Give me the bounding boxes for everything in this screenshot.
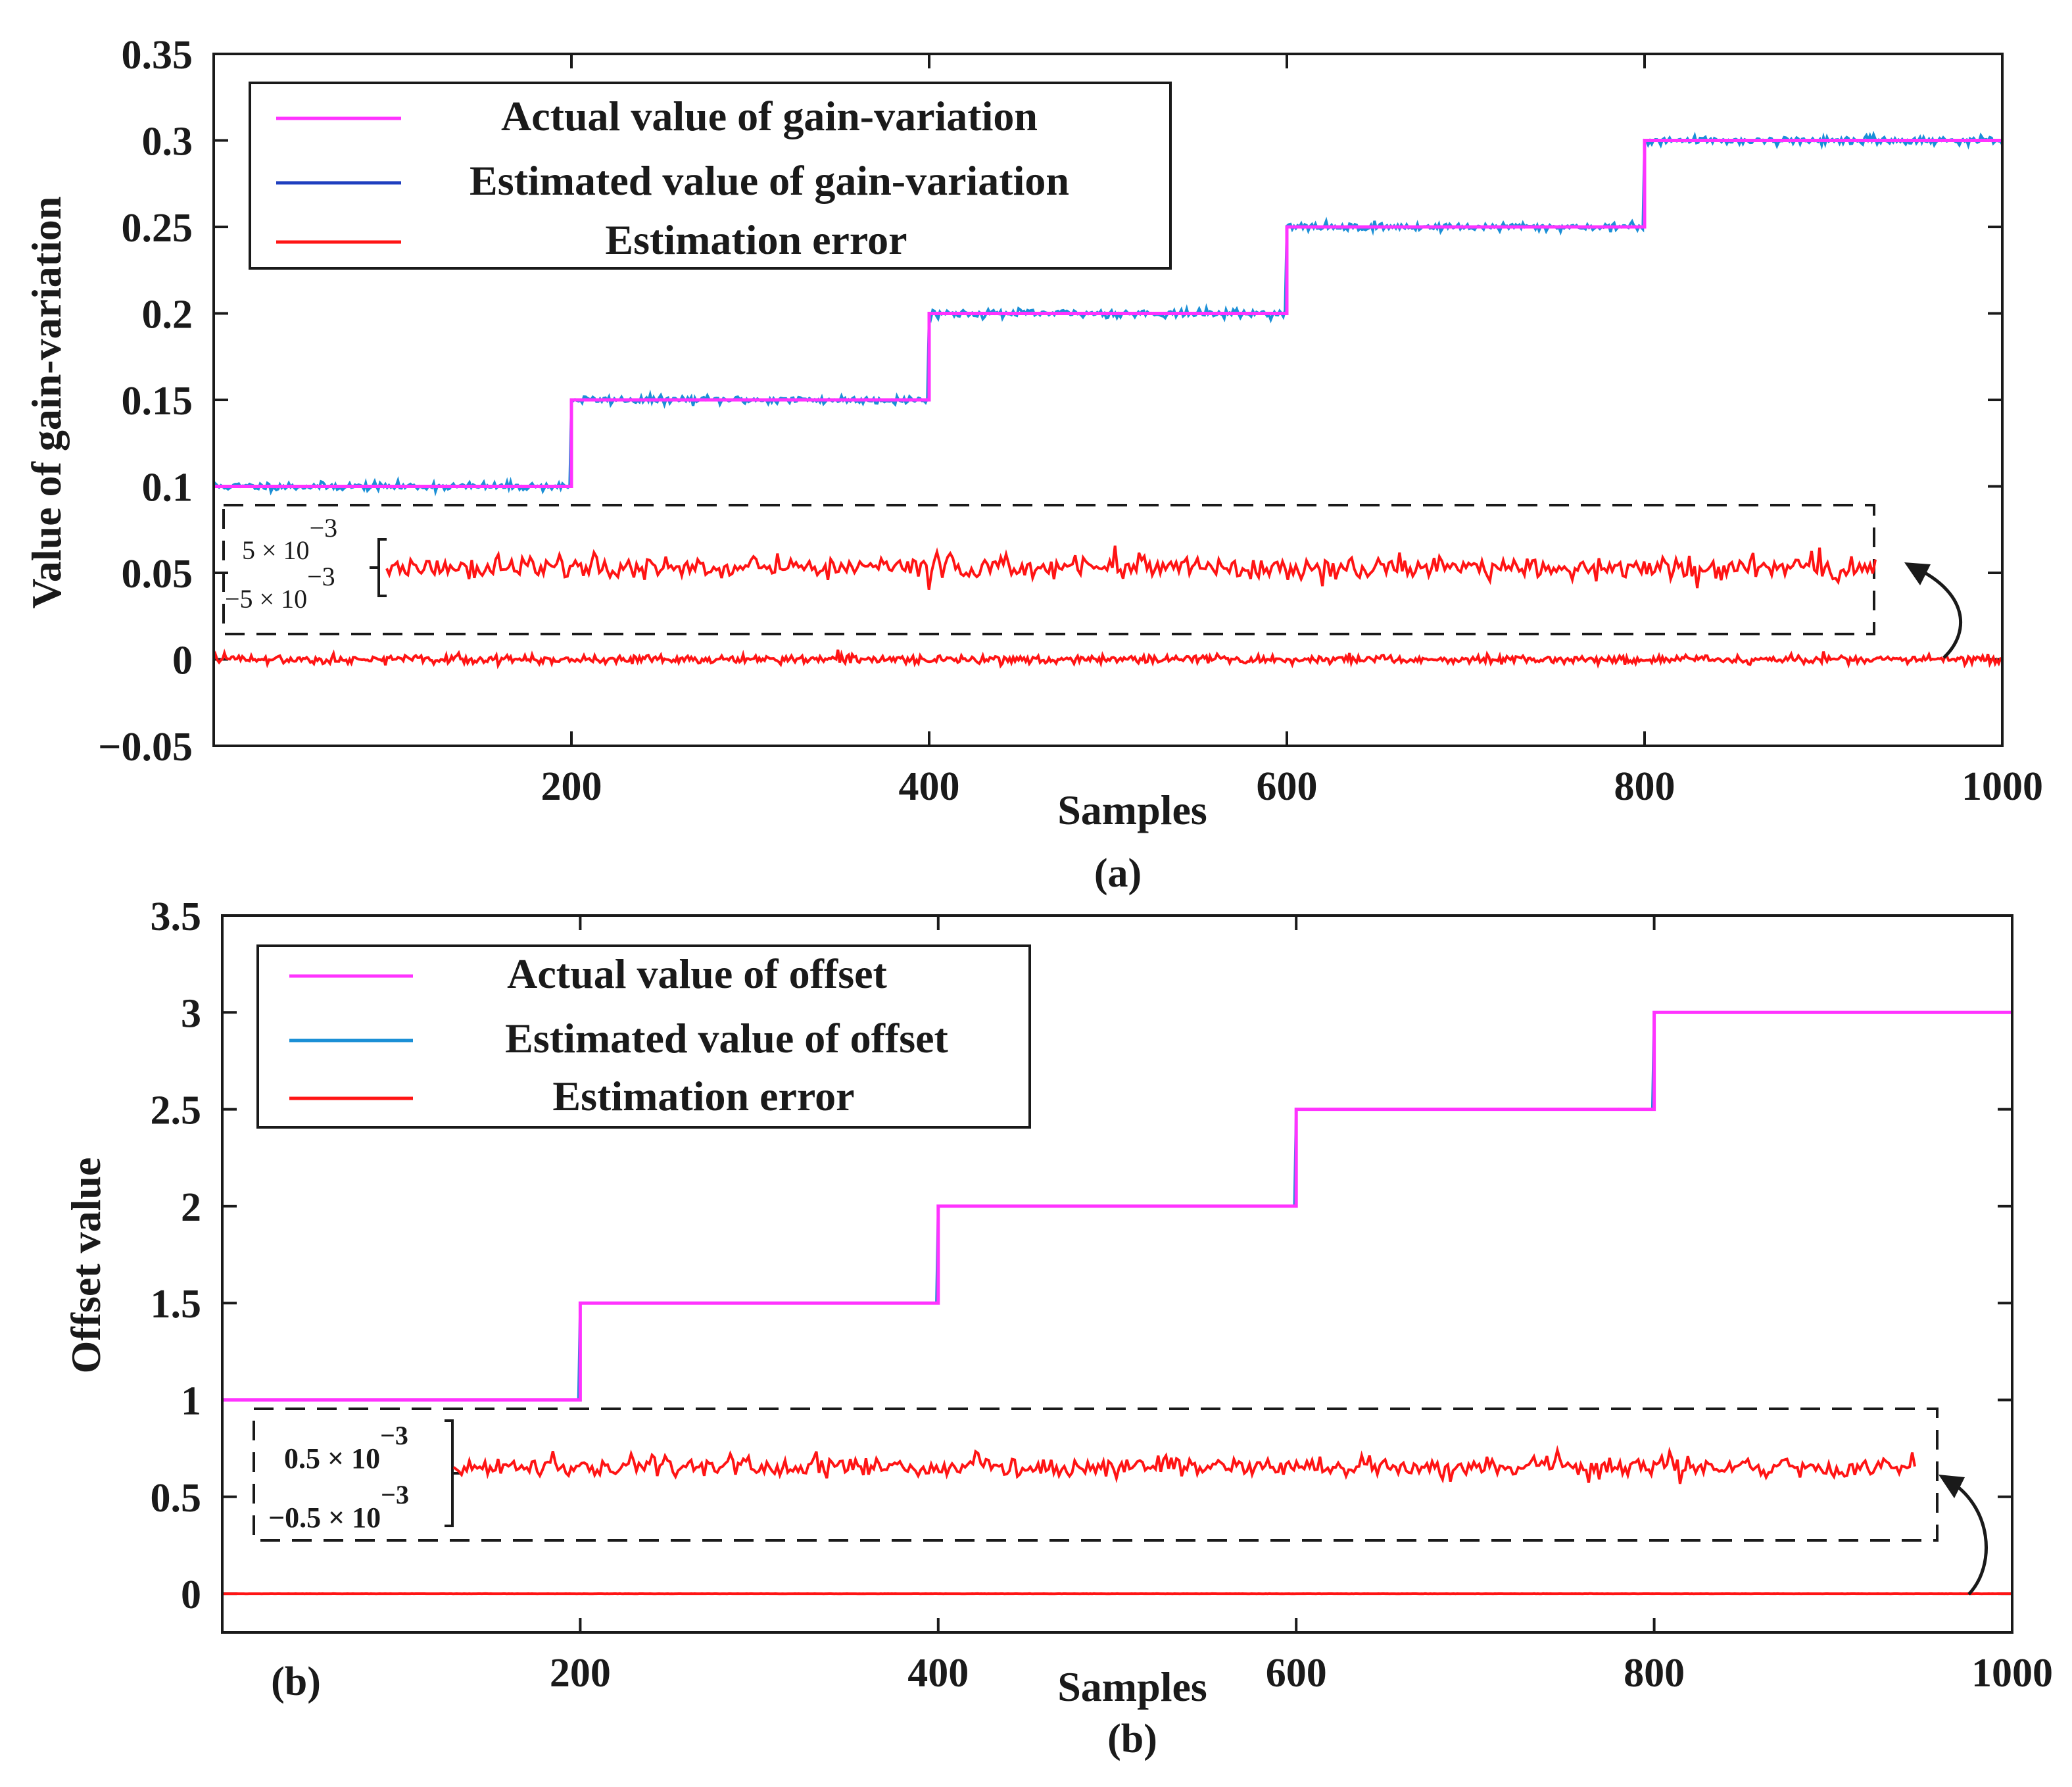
series-error bbox=[212, 649, 2003, 670]
x-tick-label: 1000 bbox=[1971, 1651, 2053, 1696]
y-axis-label-a: Value of gain-variation bbox=[23, 197, 70, 609]
inset-upper-base-b: 0.5 × 10 bbox=[284, 1442, 380, 1475]
inset-trace-b bbox=[452, 1444, 1916, 1484]
y-tick-label: 1.5 bbox=[151, 1282, 202, 1327]
x-axis-label-a: Samples bbox=[1057, 787, 1207, 833]
y-tick-label: 0.15 bbox=[122, 379, 193, 424]
caption-b: (b) bbox=[1107, 1717, 1157, 1761]
legend-label-estimated-a: Estimated value of gain-variation bbox=[470, 157, 1069, 204]
y-tick-label: 0.5 bbox=[151, 1476, 202, 1521]
inset-arrowhead-b bbox=[1939, 1475, 1965, 1498]
y-tick-label: 0 bbox=[172, 639, 193, 683]
y-tick-label: 1 bbox=[181, 1379, 201, 1423]
axes-frame-b bbox=[221, 914, 2013, 1634]
y-tick-label: 0 bbox=[181, 1573, 201, 1617]
legend-label-actual-b: Actual value of offset bbox=[507, 950, 887, 997]
caption-a: (a) bbox=[1094, 851, 1142, 896]
series-actual bbox=[214, 139, 2002, 488]
x-axis-label-b: Samples bbox=[1057, 1663, 1207, 1710]
legend-label-actual-a: Actual value of gain-variation bbox=[501, 93, 1038, 139]
x-tick-labels-b: 200 400 600 800 1000 bbox=[550, 916, 2053, 1696]
inset-trace-a bbox=[385, 545, 1877, 590]
y-tick-label: 3 bbox=[181, 991, 201, 1036]
x-tick-label: 400 bbox=[899, 764, 960, 809]
inset-upper-exp-b: −3 bbox=[380, 1421, 408, 1450]
axes-frame-a bbox=[212, 53, 2004, 747]
y-axis-label-b: Offset value bbox=[62, 1158, 109, 1374]
x-tick-label: 1000 bbox=[1962, 764, 2043, 809]
x-tick-label: 800 bbox=[1614, 764, 1675, 809]
legend-box-a bbox=[249, 82, 1172, 270]
y-tick-label: 3.5 bbox=[151, 894, 202, 939]
inset-error-trace bbox=[385, 545, 1877, 590]
x-tick-label: 600 bbox=[1266, 1651, 1327, 1696]
inset-arrow-b bbox=[1946, 1478, 1988, 1596]
inset-upper-label-b: 0.5 × 10−3 bbox=[284, 1421, 408, 1475]
x-tick-label: 200 bbox=[541, 764, 602, 809]
legend-label-error-a: Estimation error bbox=[605, 216, 907, 263]
y-tick-label: 0.35 bbox=[122, 33, 193, 78]
inset-error-trace bbox=[452, 1444, 1916, 1484]
x-tick-label: 800 bbox=[1624, 1651, 1685, 1696]
x-tick-label: 200 bbox=[550, 1651, 611, 1696]
x-tick-label: 600 bbox=[1257, 764, 1318, 809]
plot-area-a bbox=[212, 130, 2004, 670]
inset-arrowhead-a bbox=[1904, 562, 1931, 585]
panel-a: 200 400 600 800 1000 −0.05 0 0.05 0.1 0.15 0.2 0.2… bbox=[23, 33, 2043, 896]
inset-lower-label-a: −5 × 10−3 bbox=[225, 562, 335, 614]
inset-upper-label-a: 5 × 10−3 bbox=[242, 513, 337, 565]
x-tick-label: 400 bbox=[907, 1651, 969, 1696]
y-tick-labels-a: −0.05 0 0.05 0.1 0.15 0.2 0.25 0.3 0.35 bbox=[98, 33, 2002, 770]
y-tick-label: 0.05 bbox=[122, 552, 193, 597]
series-actual bbox=[222, 1010, 2012, 1402]
y-tick-labels-b: 0 0.5 1 1.5 2 2.5 3 3.5 bbox=[151, 894, 2012, 1617]
legend-label-estimated-b: Estimated value of offset bbox=[505, 1015, 948, 1062]
inner-caption-b: (b) bbox=[271, 1659, 321, 1704]
inset-bracket-a bbox=[377, 538, 387, 597]
inset-a: 5 × 10−3 −5 × 10−3 bbox=[222, 504, 1963, 659]
legend-b: Actual value of offset Estimated value o… bbox=[256, 944, 1031, 1129]
y-tick-label: −0.05 bbox=[98, 725, 193, 770]
inset-bracket-b bbox=[445, 1419, 454, 1527]
inset-lower-exp-b: −3 bbox=[381, 1480, 409, 1509]
y-tick-label: 0.2 bbox=[142, 293, 193, 337]
inset-lower-base-b: −0.5 × 10 bbox=[268, 1502, 381, 1534]
inset-upper-exp-a: −3 bbox=[310, 513, 338, 543]
legend-label-error-b: Estimation error bbox=[552, 1073, 854, 1119]
panel-b: 200 400 600 800 1000 0 0.5 1 1.5 2 2.5 3 3.5 Sample… bbox=[62, 894, 2053, 1761]
x-tick-labels-a: 200 400 600 800 1000 bbox=[541, 54, 2043, 809]
inset-upper-base-a: 5 × 10 bbox=[242, 535, 310, 565]
y-tick-label: 2 bbox=[181, 1185, 201, 1230]
inset-lower-base-a: −5 × 10 bbox=[225, 584, 307, 614]
inset-b: 0.5 × 10−3 −0.5 × 10−3 bbox=[253, 1408, 1988, 1596]
plot-area-b bbox=[222, 1010, 2013, 1596]
y-tick-label: 0.3 bbox=[142, 120, 193, 164]
legend-a: Actual value of gain-variation Estimated… bbox=[249, 82, 1172, 270]
y-tick-label: 2.5 bbox=[151, 1089, 202, 1133]
inset-dashed-box-b bbox=[253, 1408, 1939, 1542]
y-tick-label: 0.1 bbox=[142, 466, 193, 510]
inset-arrow-a bbox=[1912, 565, 1963, 659]
inset-lower-label-b: −0.5 × 10−3 bbox=[268, 1480, 409, 1534]
y-tick-label: 0.25 bbox=[122, 206, 193, 251]
inset-lower-exp-a: −3 bbox=[307, 562, 335, 591]
